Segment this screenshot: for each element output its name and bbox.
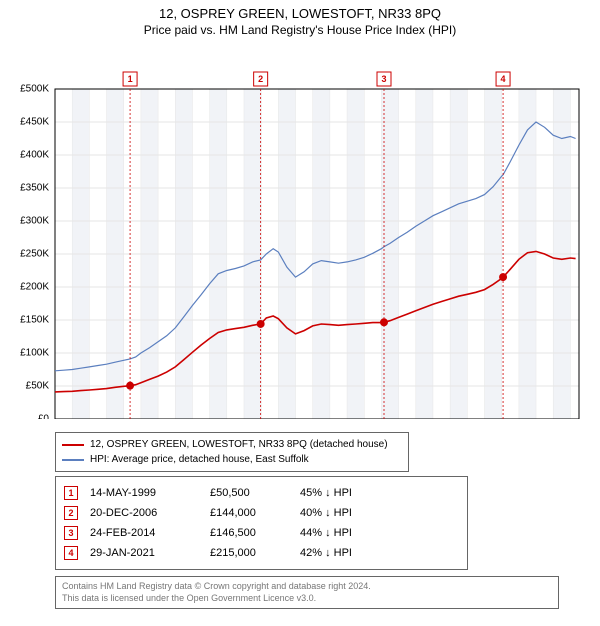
svg-text:1: 1: [128, 74, 133, 84]
chart-root: 12, OSPREY GREEN, LOWESTOFT, NR33 8PQ Pr…: [0, 6, 600, 626]
y-tick-label: £450K: [20, 117, 49, 128]
sale-price: £50,500: [210, 487, 300, 499]
y-tick-label: £300K: [20, 216, 49, 227]
sale-price: £144,000: [210, 507, 300, 519]
chart-subtitle: Price paid vs. HM Land Registry's House …: [0, 23, 600, 37]
sale-date: 29-JAN-2021: [90, 547, 210, 559]
chart-title: 12, OSPREY GREEN, LOWESTOFT, NR33 8PQ: [0, 6, 600, 21]
y-tick-label: £50K: [26, 381, 50, 392]
sale-delta: 45% ↓ HPI: [300, 487, 400, 499]
sale-row: 2 20-DEC-2006£144,00040% ↓ HPI: [64, 503, 459, 523]
sale-marker-icon: 2: [64, 506, 78, 520]
legend-label: HPI: Average price, detached house, East…: [90, 452, 309, 467]
sale-delta: 44% ↓ HPI: [300, 527, 400, 539]
legend-label: 12, OSPREY GREEN, LOWESTOFT, NR33 8PQ (d…: [90, 437, 388, 452]
price-chart: £0 £50K £100K £150K £200K £250K £300K £350K £400…: [0, 41, 600, 419]
y-tick-label: £500K: [20, 84, 49, 95]
sale-row: 4 29-JAN-2021£215,00042% ↓ HPI: [64, 543, 459, 563]
footer-line-1: Contains HM Land Registry data © Crown c…: [62, 581, 552, 593]
sale-date: 14-MAY-1999: [90, 487, 210, 499]
y-tick-label: £150K: [20, 315, 49, 326]
sale-date: 24-FEB-2014: [90, 527, 210, 539]
legend-item: 12, OSPREY GREEN, LOWESTOFT, NR33 8PQ (d…: [62, 437, 402, 452]
sale-row: 1 14-MAY-1999£50,50045% ↓ HPI: [64, 483, 459, 503]
sale-price: £146,500: [210, 527, 300, 539]
sale-delta: 42% ↓ HPI: [300, 547, 400, 559]
svg-text:4: 4: [501, 74, 506, 84]
legend: 12, OSPREY GREEN, LOWESTOFT, NR33 8PQ (d…: [55, 432, 409, 472]
y-tick-label: £400K: [20, 150, 49, 161]
attribution-footer: Contains HM Land Registry data © Crown c…: [55, 576, 559, 609]
legend-item: HPI: Average price, detached house, East…: [62, 452, 402, 467]
y-tick-label: £0: [38, 414, 50, 419]
y-tick-label: £350K: [20, 183, 49, 194]
sales-table: 1 14-MAY-1999£50,50045% ↓ HPI 2 20-DEC-2006…: [55, 476, 468, 570]
sale-marker-icon: 3: [64, 526, 78, 540]
svg-text:3: 3: [381, 74, 386, 84]
y-tick-label: £100K: [20, 348, 49, 359]
sale-delta: 40% ↓ HPI: [300, 507, 400, 519]
svg-text:2: 2: [258, 74, 263, 84]
sale-marker-icon: 1: [64, 486, 78, 500]
legend-swatch: [62, 444, 84, 446]
y-tick-label: £200K: [20, 282, 49, 293]
sale-date: 20-DEC-2006: [90, 507, 210, 519]
sale-price: £215,000: [210, 547, 300, 559]
footer-line-2: This data is licensed under the Open Gov…: [62, 593, 552, 605]
y-tick-label: £250K: [20, 249, 49, 260]
legend-swatch: [62, 459, 84, 461]
sale-row: 3 24-FEB-2014£146,50044% ↓ HPI: [64, 523, 459, 543]
sale-marker-icon: 4: [64, 546, 78, 560]
